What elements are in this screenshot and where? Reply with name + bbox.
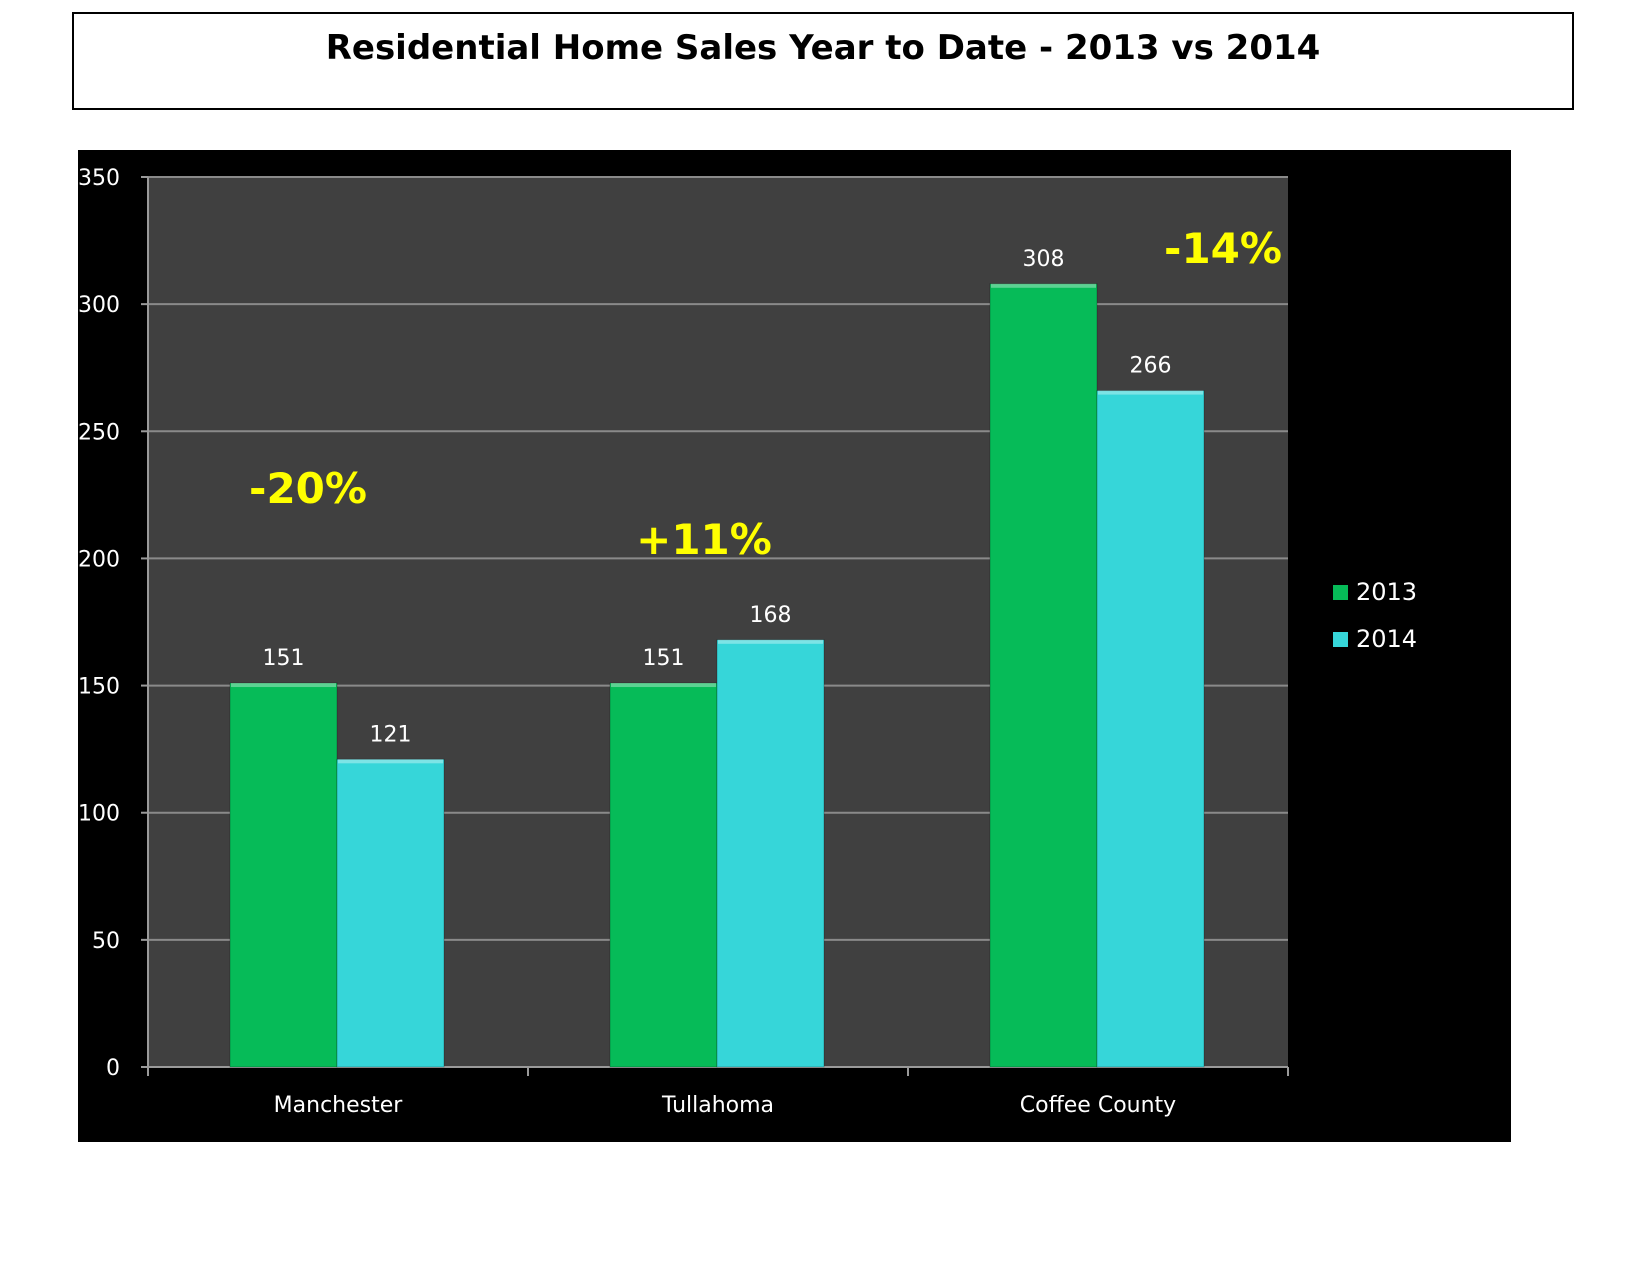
legend-swatch-2013: [1333, 585, 1348, 600]
data-label: 121: [370, 722, 412, 747]
percent-change-annotation: +11%: [636, 515, 772, 564]
data-label: 151: [643, 646, 685, 671]
bar-2013-coffee-county: [989, 283, 1098, 1068]
data-label: 308: [1023, 247, 1065, 272]
bar-2014-manchester: [336, 758, 445, 1068]
bar-highlight: [231, 683, 336, 688]
y-tick-label: 150: [78, 675, 120, 700]
title-box: Residential Home Sales Year to Date - 20…: [72, 12, 1574, 110]
y-tick-label: 100: [78, 802, 120, 827]
legend-swatch-2014: [1333, 632, 1348, 647]
bar-highlight: [991, 283, 1096, 288]
y-tick-label: 300: [78, 293, 120, 318]
data-label: 266: [1130, 354, 1172, 379]
bar-2013-manchester: [229, 682, 338, 1068]
x-tick-label: Coffee County: [1020, 1093, 1176, 1118]
bar-2014-tullahoma: [716, 639, 825, 1068]
data-label: 151: [263, 646, 305, 671]
legend-label-2014: 2014: [1356, 625, 1417, 653]
chart-title: Residential Home Sales Year to Date - 20…: [325, 28, 1321, 68]
x-tick-label: Manchester: [274, 1093, 404, 1118]
percent-change-annotation: -14%: [1164, 224, 1282, 273]
bar-highlight: [338, 759, 443, 764]
bar-highlight: [718, 639, 823, 644]
legend-label-2013: 2013: [1356, 578, 1417, 606]
bar-highlight: [611, 683, 716, 688]
bar-2013-tullahoma: [609, 682, 718, 1068]
bar-chart: 0 50 100 150 200 250 300 350 151 121 Manchester 151…: [78, 166, 1417, 1118]
y-tick-label: 350: [78, 166, 120, 191]
data-label: 168: [750, 603, 792, 628]
y-tick-label: 0: [106, 1056, 120, 1081]
y-tick-label: 50: [92, 929, 120, 954]
y-tick-label: 200: [78, 547, 120, 572]
chart-area: 0 50 100 150 200 250 300 350 151 121 Manchester 151…: [78, 150, 1511, 1142]
x-tick-label: Tullahoma: [661, 1093, 774, 1118]
y-tick-label: 250: [78, 420, 120, 445]
percent-change-annotation: -20%: [249, 464, 367, 513]
bar-2014-coffee-county: [1096, 390, 1205, 1068]
bar-highlight: [1098, 390, 1203, 395]
